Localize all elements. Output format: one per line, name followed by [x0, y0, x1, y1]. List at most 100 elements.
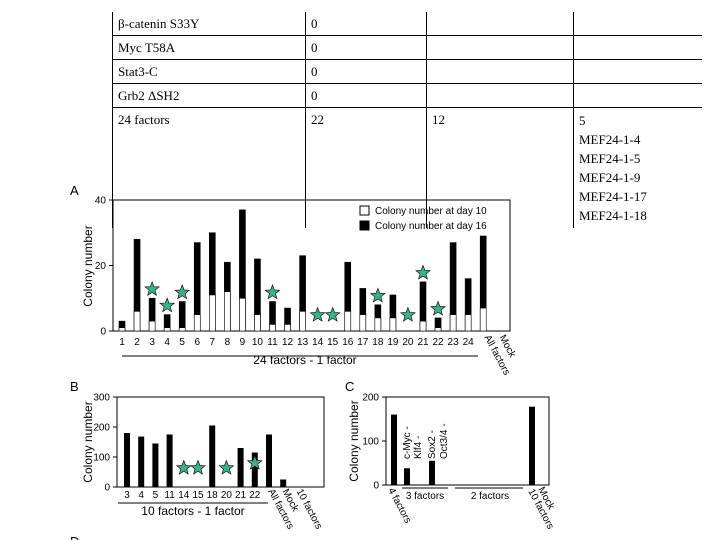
x-tick-label: 15	[327, 337, 339, 348]
chart-c: Colony number 3 factors 2 factors 0 100 20…	[347, 393, 557, 532]
panel-label-c: C	[345, 379, 354, 394]
table-cell-factor: β-catenin S33Y	[112, 12, 306, 36]
panel-label-b: B	[70, 379, 79, 394]
bar-11	[166, 434, 173, 487]
chart-b-xlabel: 10 factors - 1 factor	[141, 504, 244, 518]
table-cell-factor: Grb2 ΔSH2	[112, 83, 306, 108]
star-marker-22	[246, 454, 263, 470]
star-marker-3	[144, 280, 161, 296]
chart-c-group-label-2: 2 factors	[471, 491, 509, 502]
x-tick-label: 19	[387, 337, 399, 348]
legend-label-day10: Colony number at day 10	[375, 206, 487, 217]
y-tick-label: 100	[93, 453, 110, 464]
bar-3	[124, 433, 130, 487]
factor-label: Oct3/4 -	[439, 423, 450, 459]
table-cell-count: 0	[305, 12, 427, 36]
x-tick-label: 5	[153, 490, 159, 501]
chart-a-xlabel: 24 factors - 1 factor	[253, 353, 356, 367]
bar-day10-23	[449, 314, 457, 332]
table-cell-factor: Myc T58A	[112, 35, 306, 60]
y-tick-label: 20	[95, 261, 107, 272]
table-cell-line: MEF24-1-18	[579, 208, 647, 223]
table-row: Stat3-C 0	[112, 59, 702, 84]
star-marker-5	[174, 284, 191, 300]
factor-label: c-Myc -	[402, 426, 413, 459]
table-cell-col3	[426, 83, 574, 108]
bar-day10-3	[148, 320, 156, 332]
chart-c-group-label-3: 3 factors	[406, 491, 444, 502]
table-cell-col4	[573, 12, 702, 36]
x-tick-label: 22	[432, 337, 444, 348]
table-cell-col3	[426, 12, 574, 36]
y-tick-label: 100	[362, 437, 379, 448]
star-marker-22	[430, 300, 446, 316]
legend-label-day16: Colony number at day 16	[375, 221, 487, 232]
bar-day10-8	[224, 291, 231, 332]
bar-c-myc-	[404, 468, 410, 485]
factor-label: Sox2 -	[427, 430, 438, 459]
x-tick-label: 12	[282, 337, 294, 348]
y-tick-label: 300	[93, 393, 110, 404]
star-marker-21	[415, 264, 431, 280]
bar-day10-10	[254, 314, 261, 332]
x-tick-label: 6	[194, 337, 200, 348]
table-row: 24 factors 22 12 5 MEF24-1-4 MEF24-1-5 MEF24-1…	[112, 107, 702, 228]
bar-10-factors	[529, 406, 535, 485]
table-cell-count: 0	[305, 83, 427, 108]
x-tick-label: 18	[372, 337, 384, 348]
chart-a-ylabel: Colony number	[81, 225, 95, 306]
table-cell-col4: 5 MEF24-1-4 MEF24-1-5 MEF24-1-9 MEF24-1-17 ME…	[573, 107, 702, 228]
table-cell-col4	[573, 59, 702, 84]
x-tick-label: 4	[164, 337, 170, 348]
bar-4-factors	[391, 414, 397, 485]
bar-day10-5	[178, 327, 186, 332]
bar-5	[152, 443, 159, 487]
chart-c-ylabel: Colony number	[347, 400, 361, 481]
x-tick-label: 3	[124, 490, 130, 501]
table-cell-col3: 12	[426, 107, 574, 228]
bar-day10-All factors	[479, 307, 487, 332]
table-cell-line: MEF24-1-17	[579, 189, 647, 204]
x-tick-label: 20	[221, 490, 233, 501]
star-marker-20	[400, 306, 416, 322]
panel-label-d: D	[70, 534, 79, 540]
factors-table: β-catenin S33Y 0 Myc T58A 0 Stat3-C 0 Grb2 ΔSH…	[112, 12, 702, 228]
bar-day10-21	[419, 320, 427, 332]
x-tick-label: 9	[240, 337, 246, 348]
table-cell-col3	[426, 35, 574, 60]
star-marker-15	[324, 306, 341, 322]
bar-All factors	[266, 434, 272, 487]
y-tick-label: 0	[373, 481, 379, 492]
bar-Mock	[280, 479, 287, 487]
x-tick-label: 10	[252, 337, 264, 348]
x-tick-label: 14	[178, 490, 190, 501]
table-cell-count: 0	[305, 35, 427, 60]
x-tick-label: 16	[342, 337, 354, 348]
y-tick-label: 200	[362, 393, 379, 404]
x-tick-label: 21	[235, 490, 247, 501]
panel-label-a: A	[70, 183, 79, 198]
x-tick-label: 22	[249, 490, 261, 501]
table-cell-factor: Stat3-C	[112, 59, 306, 84]
x-tick-label: 11	[267, 337, 278, 348]
bar-4	[138, 436, 145, 487]
bar-day10-16	[344, 311, 352, 332]
table-row: Myc T58A 0	[112, 35, 702, 60]
bar-day10-19	[389, 317, 397, 332]
table-row: β-catenin S33Y 0	[112, 12, 702, 36]
bar-day10-18	[374, 317, 382, 332]
table-cell-line: MEF24-1-9	[579, 170, 641, 185]
bar-day10-11	[269, 324, 276, 332]
star-marker-11	[264, 284, 281, 300]
bar-day10-4	[163, 327, 171, 332]
x-tick-label: 2	[134, 337, 140, 348]
legend-swatch-day10	[359, 205, 370, 216]
x-tick-label: 5	[179, 337, 185, 348]
star-marker-15	[190, 459, 206, 475]
x-tick-label: 24	[463, 337, 475, 348]
x-tick-label: 21	[417, 337, 429, 348]
bar-day10-17	[359, 314, 367, 332]
table-cell-factor: 24 factors	[112, 107, 306, 228]
y-tick-label: 40	[95, 196, 107, 207]
